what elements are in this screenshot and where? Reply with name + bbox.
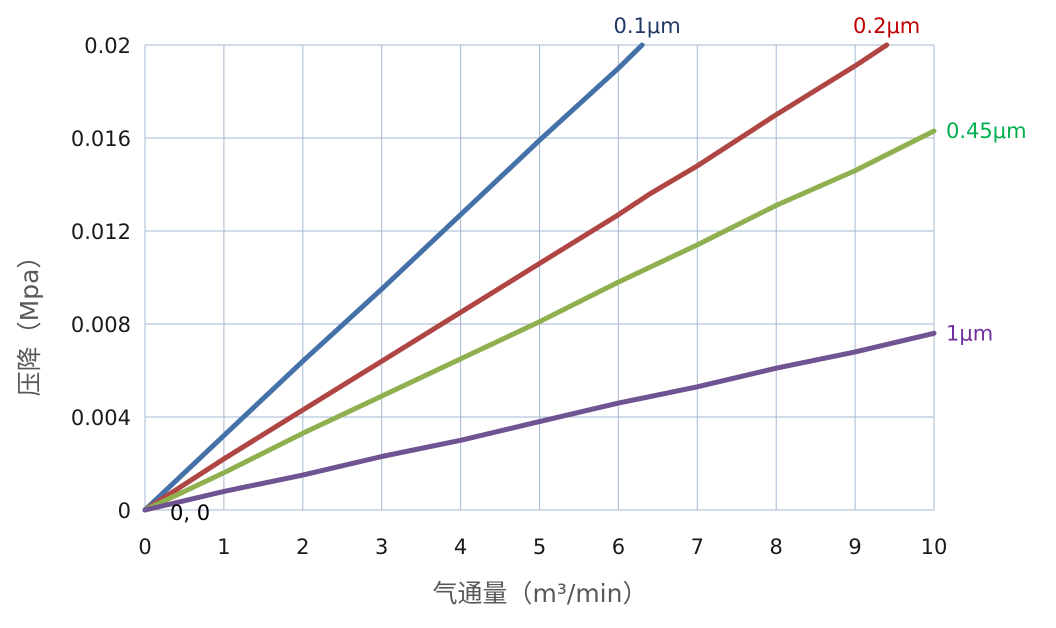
x-tick-label: 9 <box>848 535 861 559</box>
x-tick-label: 4 <box>454 535 467 559</box>
x-tick-label: 2 <box>296 535 309 559</box>
series-label-1: 0.2μm <box>853 14 920 38</box>
series-line-1 <box>142 42 890 513</box>
x-tick-label: 0 <box>138 535 151 559</box>
x-axis-ticks: 0 1 2 3 4 5 6 7 8 9 10 <box>138 535 947 559</box>
y-tick-label: 0.02 <box>84 34 131 58</box>
series-line-3 <box>142 330 937 513</box>
y-tick-label: 0.008 <box>71 313 131 337</box>
x-tick-label: 8 <box>770 535 783 559</box>
y-tick-label: 0.004 <box>71 406 131 430</box>
series-label-2: 0.45μm <box>946 119 1027 143</box>
x-tick-label: 7 <box>691 535 704 559</box>
series-line-0 <box>142 42 645 513</box>
y-axis-title: 压降（Mpa） <box>15 244 44 397</box>
x-tick-label: 10 <box>921 535 948 559</box>
origin-annotation: 0, 0 <box>170 501 210 525</box>
y-axis-ticks: 0 0.004 0.008 0.012 0.016 0.02 <box>71 34 131 523</box>
y-tick-label: 0.016 <box>71 127 131 151</box>
series-lines <box>142 42 937 513</box>
x-tick-label: 6 <box>612 535 625 559</box>
series-labels: 0.1μm 0.2μm 0.45μm 1μm <box>613 14 1026 345</box>
series-label-0: 0.1μm <box>613 14 680 38</box>
y-tick-label: 0.012 <box>71 220 131 244</box>
series-line-2 <box>142 128 937 513</box>
y-tick-label: 0 <box>118 499 131 523</box>
grid <box>144 44 935 511</box>
series-label-3: 1μm <box>946 321 993 345</box>
x-tick-label: 5 <box>533 535 546 559</box>
x-tick-label: 1 <box>217 535 230 559</box>
x-tick-label: 3 <box>375 535 388 559</box>
x-axis-title: 气通量（m³/min） <box>433 579 648 608</box>
